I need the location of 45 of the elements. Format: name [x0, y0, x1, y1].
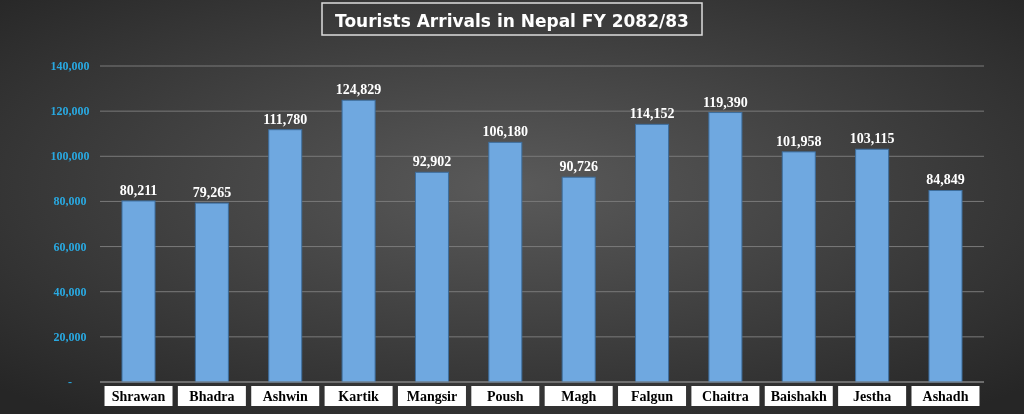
x-tick-label: Mangsir — [406, 389, 458, 404]
x-tick-label: Kartik — [338, 389, 380, 404]
x-tick-label: Chaitra — [702, 389, 749, 404]
x-tick-label: Bhadra — [189, 389, 235, 404]
data-label: 90,726 — [559, 159, 598, 175]
data-label: 119,390 — [703, 94, 748, 110]
x-tick-label: Shrawan — [111, 389, 166, 404]
x-tick-label: Baishakh — [770, 389, 827, 404]
bar — [268, 129, 303, 383]
data-label: 79,265 — [192, 185, 232, 201]
bar — [561, 176, 596, 383]
bar — [194, 202, 229, 383]
x-tick-label: Falgun — [631, 389, 674, 404]
data-label: 124,829 — [335, 82, 382, 98]
x-tick-label: Magh — [561, 389, 597, 404]
y-tick-label: - — [68, 375, 72, 389]
data-label: 101,958 — [776, 133, 822, 149]
bar — [855, 148, 890, 383]
x-tick-label: Ashadh — [922, 389, 969, 404]
bar — [414, 171, 449, 383]
y-tick-label: 20,000 — [53, 329, 87, 344]
data-label: 114,152 — [629, 106, 675, 122]
x-tick-label: Jestha — [853, 389, 892, 404]
y-tick-label: 60,000 — [53, 239, 87, 254]
chart-title: Tourists Arrivals in Nepal FY 2082/83 — [335, 11, 689, 31]
bar — [121, 200, 156, 383]
bar — [928, 189, 963, 383]
bar — [341, 99, 376, 383]
bar — [708, 112, 743, 383]
y-tick-label: 140,000 — [50, 59, 90, 73]
bar — [781, 151, 816, 383]
data-label: 106,180 — [482, 124, 529, 140]
data-label: 80,211 — [119, 182, 158, 198]
x-tick-label: Ashwin — [262, 389, 309, 404]
data-label: 103,115 — [849, 131, 895, 147]
data-label: 84,849 — [926, 172, 965, 188]
y-tick-label: 100,000 — [50, 149, 90, 164]
y-tick-label: 80,000 — [53, 194, 87, 209]
y-tick-label: 120,000 — [50, 104, 90, 119]
data-label: 111,780 — [263, 111, 308, 127]
bar — [635, 123, 670, 383]
bar — [488, 141, 523, 383]
x-tick-label: Poush — [487, 389, 524, 404]
y-tick-label: 40,000 — [53, 284, 87, 299]
data-label: 92,902 — [412, 154, 452, 170]
